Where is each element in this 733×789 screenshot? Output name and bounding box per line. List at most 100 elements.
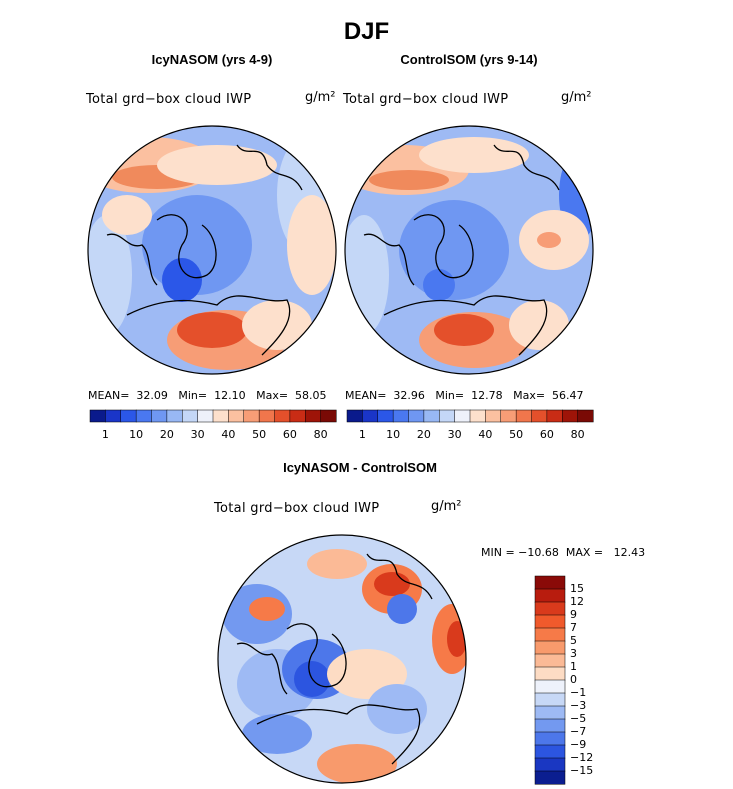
- diff-colorbar-swatch: [534, 757, 566, 772]
- diff-colorbar-swatch: [534, 614, 566, 629]
- panel-1-colorbar-swatch: [289, 409, 306, 423]
- panel-2-colorbar-swatch: [485, 409, 502, 423]
- panel-1-colorbar-tick-label: 10: [129, 428, 144, 441]
- diff-colorbar: [534, 575, 566, 785]
- panel-2-colorbar-swatch: [439, 409, 456, 423]
- diff-colorbar-swatch: [534, 640, 566, 655]
- panel-1-colorbar-swatch: [212, 409, 229, 423]
- panel-2-coastline: [383, 295, 548, 356]
- panel-2-colorbar-tick-label: 40: [478, 428, 493, 441]
- panel-2-colorbar-swatch: [346, 409, 363, 423]
- panel-2-field-patch: [369, 170, 449, 190]
- diff-coastline: [236, 642, 288, 695]
- panel-1-title: IcyNASOM (yrs 4-9): [151, 52, 273, 67]
- panel-1-colorbar-swatch: [105, 409, 122, 423]
- diff-colorbar-tick-label: −15: [570, 764, 594, 777]
- panel-1-colorbar-swatch: [228, 409, 245, 423]
- diff-colorbar-swatch: [534, 705, 566, 720]
- panel-2-field-patch: [419, 137, 529, 173]
- diff-colorbar-swatch: [534, 744, 566, 759]
- panel-1-colorbar-swatch: [274, 409, 291, 423]
- panel-2-colorbar-swatch: [362, 409, 379, 423]
- panel-2-colorbar-tick-label: 80: [570, 428, 585, 441]
- panel-1-colorbar-swatch: [243, 409, 260, 423]
- panel-2-map-border: [344, 125, 594, 375]
- panel-2-colorbar-tick-label: 50: [509, 428, 524, 441]
- diff-colorbar-swatch: [534, 601, 566, 616]
- diff-coastline: [366, 553, 433, 600]
- panel-2-field-patch: [509, 300, 569, 350]
- panel-2-colorbar-tick-label: 60: [539, 428, 554, 441]
- panel-1-colorbar: [89, 409, 337, 423]
- diff-panel-units: g/m²: [431, 499, 462, 514]
- panel-1-stats: MEAN= 32.09 Min= 12.10 Max= 58.05: [88, 389, 327, 402]
- diff-colorbar-swatch: [534, 679, 566, 694]
- diff-colorbar-tick-label: 0: [570, 673, 577, 686]
- diff-colorbar-swatch: [534, 718, 566, 733]
- diff-colorbar-tick-label: 5: [570, 634, 577, 647]
- diff-colorbar-tick-label: −12: [570, 751, 594, 764]
- diff-colorbar-tick-label: 3: [570, 647, 577, 660]
- panel-1-field-patch: [287, 195, 336, 295]
- diff-map-border: [217, 534, 467, 784]
- panel-1-colorbar-tick-label: 80: [313, 428, 328, 441]
- panel-2-colorbar-swatch: [531, 409, 548, 423]
- panel-1-field-patch: [242, 300, 312, 350]
- panel-1-colorbar-swatch: [151, 409, 168, 423]
- diff-colorbar-swatch: [534, 692, 566, 707]
- panel-2-title: ControlSOM (yrs 9-14): [400, 52, 538, 67]
- panel-1-colorbar-swatch: [120, 409, 137, 423]
- panel-1-colorbar-tick-label: 60: [282, 428, 297, 441]
- diff-panel-polar-map: [217, 534, 467, 784]
- panel-2-colorbar-swatch: [500, 409, 517, 423]
- panel-1-coastline: [156, 214, 217, 279]
- diff-colorbar-swatch: [534, 627, 566, 642]
- panel-1-colorbar-tick-label: 1: [101, 428, 109, 441]
- panel-1-colorbar-tick-label: 30: [190, 428, 205, 441]
- diff-colorbar-tick-label: 12: [570, 595, 584, 608]
- diff-colorbar-tick-label: 15: [570, 582, 584, 595]
- panel-2-stats: MEAN= 32.96 Min= 12.78 Max= 56.47: [345, 389, 584, 402]
- diff-coastline: [256, 704, 421, 765]
- diff-colorbar-swatch: [534, 588, 566, 603]
- diff-field-patch: [307, 549, 367, 579]
- diff-field-patch: [317, 744, 397, 783]
- panel-2-colorbar-swatch: [546, 409, 563, 423]
- panel-2-colorbar-swatch: [562, 409, 579, 423]
- panel-1-units: g/m²: [305, 90, 336, 105]
- panel-1-colorbar-swatch: [89, 409, 106, 423]
- diff-colorbar-swatch: [534, 575, 566, 590]
- panel-1-field-patch: [177, 312, 247, 348]
- panel-1-colorbar-swatch: [320, 409, 337, 423]
- panel-2-coastline: [363, 233, 415, 286]
- panel-1-field-patch: [102, 195, 152, 235]
- panel-1-colorbar-swatch: [135, 409, 153, 423]
- panel-2-field-patch: [537, 232, 561, 248]
- panel-1-colorbar-tick-label: 50: [252, 428, 267, 441]
- panel-2-colorbar-swatch: [377, 409, 394, 423]
- panel-2-colorbar-swatch: [469, 409, 486, 423]
- diff-colorbar-swatch: [534, 666, 566, 681]
- panel-1-colorbar-swatch: [197, 409, 214, 423]
- diff-colorbar-tick-label: −7: [570, 725, 587, 738]
- panel-1-colorbar-swatch: [305, 409, 322, 423]
- panel-2-field-patch: [399, 200, 509, 300]
- panel-1-field-patch: [157, 145, 277, 185]
- diff-colorbar-ticks: 15 12 9 7 5 3 1 0 −1 −3 −5 −7 −9 −12 −15: [570, 576, 610, 784]
- diff-colorbar-tick-label: 1: [570, 660, 577, 673]
- panel-2-field-patch: [423, 269, 455, 301]
- panel-2-colorbar-swatch: [577, 409, 594, 423]
- panel-1-coastline: [126, 295, 291, 356]
- panel-2-colorbar-tick-label: 10: [386, 428, 401, 441]
- panel-2-units: g/m²: [561, 90, 592, 105]
- panel-2-colorbar-swatch: [392, 409, 410, 423]
- diff-colorbar-tick-label: −1: [570, 686, 587, 699]
- diff-panel-variable-label: Total grd−box cloud IWP: [214, 501, 380, 516]
- panel-1-field-patch: [162, 258, 202, 302]
- panel-1-colorbar-tick-label: 20: [159, 428, 174, 441]
- diff-colorbar-swatch: [534, 731, 566, 746]
- diff-field-patch: [374, 572, 410, 596]
- panel-2-colorbar-swatch: [408, 409, 425, 423]
- panel-2-colorbar-ticks: 1 10 20 30 40 50 60 80: [347, 428, 593, 442]
- diff-field-patch: [387, 594, 417, 624]
